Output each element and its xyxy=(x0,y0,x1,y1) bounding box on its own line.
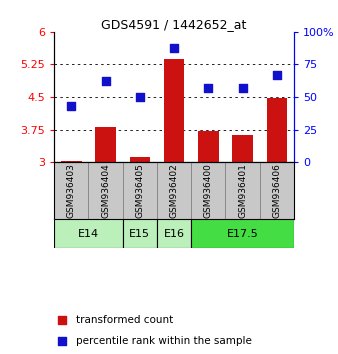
Text: transformed count: transformed count xyxy=(76,315,173,325)
Text: E16: E16 xyxy=(164,229,185,239)
Bar xyxy=(61,161,81,162)
Point xyxy=(171,45,177,50)
Point xyxy=(103,79,108,84)
Title: GDS4591 / 1442652_at: GDS4591 / 1442652_at xyxy=(101,18,247,31)
Point xyxy=(274,72,280,78)
Bar xyxy=(54,219,123,248)
Text: GSM936401: GSM936401 xyxy=(238,163,247,218)
Text: GSM936404: GSM936404 xyxy=(101,164,110,218)
Text: E14: E14 xyxy=(78,229,99,239)
Bar xyxy=(164,59,184,162)
Text: GSM936406: GSM936406 xyxy=(272,163,282,218)
Bar xyxy=(267,98,287,162)
Text: E17.5: E17.5 xyxy=(227,229,259,239)
Bar xyxy=(123,219,157,248)
Point xyxy=(137,94,143,100)
Point xyxy=(60,317,65,323)
Text: GSM936403: GSM936403 xyxy=(67,163,76,218)
Bar xyxy=(191,219,294,248)
Point xyxy=(240,85,245,91)
Bar xyxy=(198,131,219,162)
Bar xyxy=(95,127,116,162)
Text: E15: E15 xyxy=(129,229,150,239)
Text: GSM936405: GSM936405 xyxy=(135,163,144,218)
Point xyxy=(206,85,211,91)
Bar xyxy=(157,219,191,248)
Text: GSM936402: GSM936402 xyxy=(170,164,178,218)
Point xyxy=(60,338,65,344)
Bar xyxy=(232,135,253,162)
Bar xyxy=(129,157,150,162)
Text: percentile rank within the sample: percentile rank within the sample xyxy=(76,336,252,346)
Point xyxy=(69,103,74,109)
Text: GSM936400: GSM936400 xyxy=(204,163,213,218)
